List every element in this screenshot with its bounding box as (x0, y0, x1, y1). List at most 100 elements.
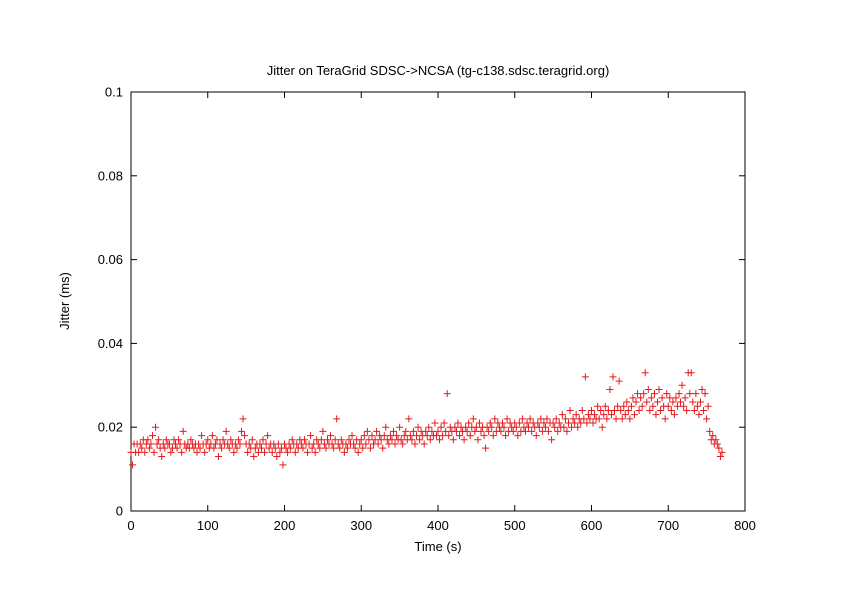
data-point (414, 423, 422, 431)
data-point (178, 448, 186, 456)
data-point (701, 390, 709, 398)
data-point (337, 436, 345, 444)
data-point (696, 398, 704, 406)
data-point (581, 373, 589, 381)
data-point (317, 436, 325, 444)
data-point (695, 411, 703, 419)
x-axis: 0 100 200 300 400 500 600 700 800 (127, 92, 756, 533)
chart-title: Jitter on TeraGrid SDSC->NCSA (tg-c138.s… (267, 63, 610, 78)
data-point (502, 432, 510, 440)
data-point (359, 444, 367, 452)
data-point (198, 432, 206, 440)
data-point (300, 436, 308, 444)
data-point (661, 415, 669, 423)
data-point (488, 423, 496, 431)
data-point (667, 406, 675, 414)
x-tick-label: 200 (274, 518, 296, 533)
data-point (630, 411, 638, 419)
y-tick-label: 0.06 (98, 252, 123, 267)
data-point (201, 448, 209, 456)
data-point (635, 406, 643, 414)
data-point (683, 406, 691, 414)
data-point (443, 390, 451, 398)
data-point (396, 423, 404, 431)
data-point (563, 427, 571, 435)
data-point (426, 436, 434, 444)
data-point (655, 385, 663, 393)
data-point (629, 394, 637, 402)
data-point (537, 415, 545, 423)
data-point (167, 448, 175, 456)
data-point (400, 432, 408, 440)
data-point (236, 440, 244, 448)
data-point (274, 440, 282, 448)
data-point (328, 440, 336, 448)
data-point (190, 444, 198, 452)
y-tick-label: 0.04 (98, 336, 123, 351)
data-point (643, 398, 651, 406)
data-point (413, 432, 421, 440)
data-point (564, 419, 572, 427)
data-point (475, 419, 483, 427)
data-point (568, 423, 576, 431)
data-point (425, 423, 433, 431)
data-point (129, 461, 137, 469)
data-point (462, 423, 470, 431)
data-point (620, 402, 628, 410)
data-point (152, 423, 160, 431)
data-point (482, 444, 490, 452)
data-point (239, 415, 247, 423)
data-point (340, 448, 348, 456)
data-point (658, 394, 666, 402)
data-point (161, 444, 169, 452)
data-point (594, 402, 602, 410)
data-point (574, 423, 582, 431)
data-point (245, 440, 253, 448)
y-tick-label: 0.02 (98, 420, 123, 435)
data-point (535, 423, 543, 431)
data-point (254, 448, 262, 456)
data-point (402, 427, 410, 435)
data-point (234, 436, 242, 444)
data-point (193, 448, 201, 456)
data-point (271, 444, 279, 452)
data-point (434, 427, 442, 435)
data-point (634, 390, 642, 398)
data-point (411, 440, 419, 448)
data-point (615, 377, 623, 385)
data-point (654, 398, 662, 406)
data-point (617, 406, 625, 414)
data-point (638, 402, 646, 410)
data-point (363, 427, 371, 435)
data-point (351, 444, 359, 452)
data-point (472, 423, 480, 431)
data-point (644, 385, 652, 393)
data-point (196, 444, 204, 452)
data-point (408, 436, 416, 444)
data-point (525, 423, 533, 431)
data-point (311, 448, 319, 456)
data-point (597, 406, 605, 414)
data-point (560, 423, 568, 431)
x-axis-label: Time (s) (414, 539, 461, 554)
data-point (604, 406, 612, 414)
data-point (307, 432, 315, 440)
y-tick-label: 0 (116, 504, 123, 519)
data-point (677, 398, 685, 406)
data-point (614, 402, 622, 410)
data-point (322, 444, 330, 452)
data-point (268, 448, 276, 456)
data-point (265, 444, 273, 452)
data-point (577, 419, 585, 427)
data-point (603, 415, 611, 423)
data-point (623, 398, 631, 406)
data-point (704, 402, 712, 410)
data-point (689, 398, 697, 406)
data-point (545, 427, 553, 435)
data-point (233, 444, 241, 452)
data-point (690, 406, 698, 414)
data-point (523, 419, 531, 427)
data-point (374, 440, 382, 448)
data-point (607, 411, 615, 419)
data-point (548, 436, 556, 444)
